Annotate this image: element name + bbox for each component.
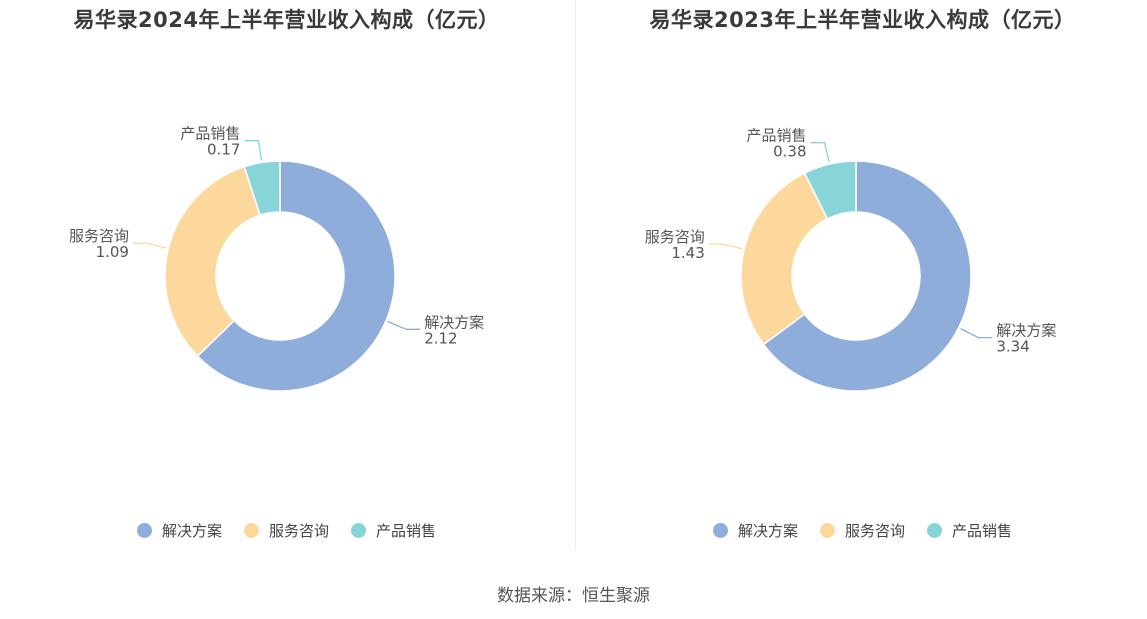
legend-item-consulting[interactable]: 服务咨询 — [819, 520, 905, 541]
label-leader-line — [244, 140, 263, 161]
legend-label: 产品销售 — [376, 522, 437, 540]
chart-panel-2023: 易华录2023年上半年营业收入构成（亿元） 解决方案 3.34 服务咨询 1.43 产品… — [576, 0, 1147, 560]
data-source-note: 数据来源：恒生聚源 — [497, 586, 650, 606]
legend-dot-icon — [243, 523, 259, 538]
legend-label: 服务咨询 — [844, 522, 905, 540]
legend-dot-icon — [712, 523, 728, 538]
slice-category-label: 解决方案 — [424, 313, 484, 331]
panel-divider — [575, 0, 576, 550]
legend-dot-icon — [351, 523, 366, 538]
legend-dot-icon — [819, 523, 835, 538]
legend-item-product-sales[interactable]: 产品销售 — [351, 520, 436, 541]
label-leader-line — [132, 242, 167, 249]
legend-item-consulting[interactable]: 服务咨询 — [243, 520, 329, 541]
slice-category-label: 服务咨询 — [645, 228, 705, 246]
label-leader-line — [708, 243, 743, 250]
slice-category-label: 产品销售 — [180, 125, 240, 143]
donut-slice-product-sales[interactable] — [803, 160, 857, 220]
donut-slice-consulting[interactable] — [740, 172, 829, 346]
label-leader-line — [960, 328, 993, 339]
legend-item-solutions[interactable]: 解决方案 — [136, 520, 222, 541]
legend-item-solutions[interactable]: 解决方案 — [712, 520, 798, 541]
label-leader-line — [810, 142, 830, 163]
slice-value-label: 1.43 — [671, 244, 704, 262]
legend-label: 产品销售 — [952, 522, 1013, 540]
chart-legend: 解决方案 服务咨询 产品销售 — [0, 520, 573, 541]
legend-label: 解决方案 — [737, 522, 798, 540]
slice-category-label: 解决方案 — [996, 322, 1056, 340]
donut-slice-solutions[interactable] — [762, 160, 972, 392]
legend-label: 解决方案 — [161, 522, 222, 540]
chart-panel-2024: 易华录2024年上半年营业收入构成（亿元） 解决方案 2.12 服务咨询 1.09 产品… — [0, 0, 573, 560]
legend-dot-icon — [927, 523, 942, 538]
slice-value-label: 1.09 — [96, 243, 129, 261]
donut-slice-solutions[interactable] — [196, 160, 396, 392]
slice-category-label: 服务咨询 — [69, 227, 129, 245]
legend-dot-icon — [136, 523, 152, 538]
chart-legend: 解决方案 服务咨询 产品销售 — [576, 520, 1147, 541]
donut-slice-product-sales[interactable] — [243, 160, 281, 217]
slice-value-label: 0.38 — [773, 143, 806, 161]
donut-slice-consulting[interactable] — [164, 165, 262, 358]
label-leader-line — [387, 320, 421, 330]
chart-title: 易华录2023年上半年营业收入构成（亿元） — [649, 8, 1076, 32]
legend-label: 服务咨询 — [268, 522, 329, 540]
slice-value-label: 0.17 — [207, 141, 240, 159]
slice-value-label: 2.12 — [424, 329, 457, 347]
slice-value-label: 3.34 — [996, 338, 1029, 356]
legend-item-product-sales[interactable]: 产品销售 — [927, 520, 1012, 541]
chart-title: 易华录2024年上半年营业收入构成（亿元） — [73, 8, 500, 32]
slice-category-label: 产品销售 — [747, 127, 807, 145]
